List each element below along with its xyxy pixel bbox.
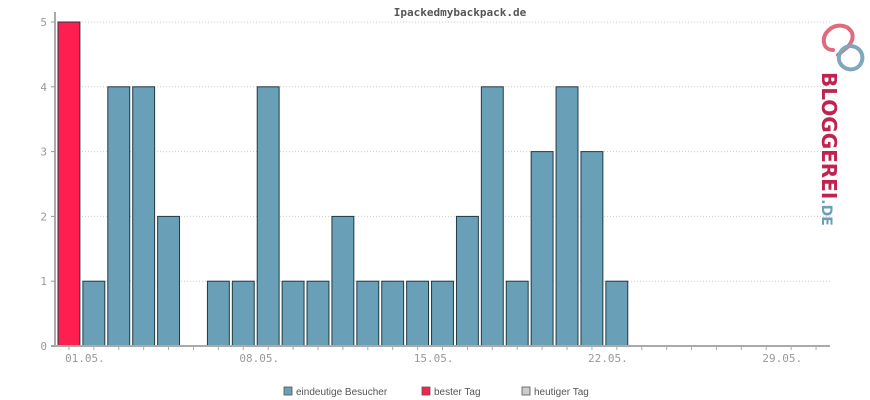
bar — [306, 280, 330, 347]
bar — [281, 280, 305, 347]
y-tick-label: 4 — [40, 81, 47, 94]
bar — [57, 21, 81, 347]
bar — [356, 280, 380, 347]
bar — [331, 215, 355, 347]
bar — [455, 215, 479, 347]
x-axis-ticks: 01.05. 08.05. 15.05. 22.05. 29.05. — [65, 346, 817, 365]
bar — [605, 280, 629, 347]
legend-swatch — [521, 386, 531, 396]
bar — [555, 86, 579, 347]
chart-title: Ipackedmybackpack.de — [394, 6, 527, 19]
grid-lines — [55, 21, 830, 282]
y-tick-label: 3 — [40, 146, 47, 159]
x-tick-label: 08.05. — [239, 352, 279, 365]
bar — [256, 86, 280, 347]
bar — [505, 280, 529, 347]
bar — [107, 86, 131, 347]
x-tick-label: 22.05. — [588, 352, 628, 365]
y-tick-label: 5 — [40, 16, 47, 29]
x-tick-label: 01.05. — [65, 352, 105, 365]
y-axis-ticks: 0 1 2 3 4 5 — [40, 16, 55, 353]
bar — [206, 280, 230, 347]
bloggerei-logo-text: BLOGGEREI.DE — [817, 72, 841, 226]
bar — [132, 86, 156, 347]
bars — [57, 21, 629, 347]
bar — [381, 280, 405, 347]
bar — [530, 151, 554, 347]
legend-label: bester Tag — [434, 387, 481, 398]
legend-swatch — [283, 386, 293, 396]
bar — [431, 280, 454, 347]
bar — [231, 280, 255, 347]
y-tick-label: 2 — [40, 210, 47, 223]
bar — [406, 280, 430, 347]
bar — [480, 86, 504, 347]
y-tick-label: 0 — [40, 340, 47, 353]
legend-label: heutiger Tag — [534, 387, 589, 398]
bar — [157, 215, 181, 347]
axes — [51, 12, 830, 347]
x-tick-label: 15.05. — [414, 352, 454, 365]
y-tick-label: 1 — [40, 275, 47, 288]
legend-label: eindeutige Besucher — [296, 387, 388, 398]
bloggerei-logo: BLOGGEREI.DE — [817, 23, 865, 226]
x-tick-label: 29.05. — [762, 352, 802, 365]
bar — [580, 151, 604, 347]
legend-swatch — [421, 386, 431, 396]
legend: eindeutige Besucher bester Tag heutiger Ta… — [283, 386, 589, 398]
bloggerei-logo-mark — [821, 23, 865, 72]
bar — [82, 280, 106, 347]
